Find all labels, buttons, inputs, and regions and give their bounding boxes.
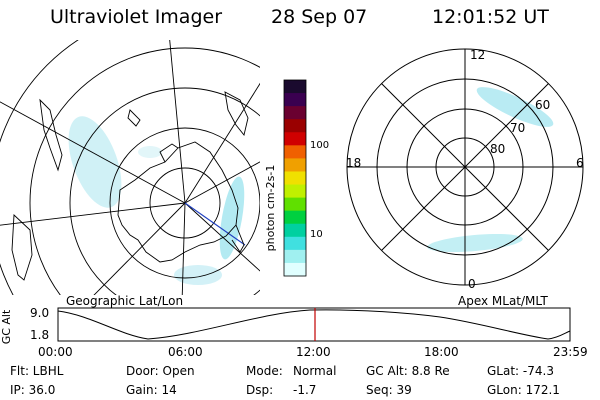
mlt-label-0: 0 xyxy=(468,277,476,291)
colorbar-band xyxy=(284,158,306,172)
colorbar: photon cm-2s-1 xyxy=(264,79,307,277)
colorbar-band xyxy=(284,145,306,159)
colorbar-tick-100: 100 xyxy=(310,140,330,151)
time-tick-0000: 00:00 xyxy=(38,345,73,359)
filter-value: Flt: LBHL xyxy=(10,364,64,378)
aurora-emission-polar xyxy=(427,87,554,253)
time-tick-0600: 06:00 xyxy=(168,345,203,359)
glon-value: GLon: 172.1 xyxy=(487,383,560,397)
ip-value: IP: 36.0 xyxy=(10,383,56,397)
colorbar-unit-label: photon cm-2s-1 xyxy=(264,165,277,252)
time-tick-2359: 23:59 xyxy=(553,345,588,359)
door-status: Door: Open xyxy=(126,364,195,378)
alt-tick-1-8: 1.8 xyxy=(30,328,50,342)
gain-value: Gain: 14 xyxy=(126,383,177,397)
gc-alt-value: GC Alt: 8.8 Re xyxy=(366,364,450,378)
time-tick-1800: 18:00 xyxy=(424,345,459,359)
observation-date: 28 Sep 07 xyxy=(271,6,368,28)
observation-time: 12:01:52 UT xyxy=(432,6,549,28)
alt-tick-9: 9.0 xyxy=(30,306,50,320)
colorbar-band xyxy=(284,210,306,225)
colorbar-band xyxy=(284,171,306,186)
mlat-label-70: 70 xyxy=(510,121,526,135)
colorbar-tick-10: 10 xyxy=(310,229,323,240)
mlat-label-60: 60 xyxy=(535,98,551,112)
mode-value: Normal xyxy=(293,364,337,378)
aurora-emission-geo xyxy=(68,116,245,285)
mlt-label-6: 6 xyxy=(576,156,584,170)
mode-label: Mode: xyxy=(246,364,283,378)
time-tick-1200: 12:00 xyxy=(296,345,331,359)
colorbar-band xyxy=(284,262,306,277)
geographic-map xyxy=(0,40,260,295)
mlat-label-80: 80 xyxy=(490,142,506,156)
colorbar-band xyxy=(284,93,306,107)
polar-mlt-plot xyxy=(346,48,584,286)
colorbar-band xyxy=(284,223,306,238)
colorbar-band xyxy=(284,236,306,251)
colorbar-band xyxy=(284,119,306,133)
altitude-ylabel: GC Alt xyxy=(0,309,13,344)
mlt-label-12: 12 xyxy=(470,48,486,62)
dsp-value: -1.7 xyxy=(293,383,317,397)
sequence-value: Seq: 39 xyxy=(366,383,412,397)
glat-value: GLat: -74.3 xyxy=(487,364,554,378)
instrument-title: Ultraviolet Imager xyxy=(50,6,223,28)
colorbar-band xyxy=(284,249,306,264)
colorbar-band xyxy=(284,184,306,199)
geo-caption: Geographic Lat/Lon xyxy=(66,294,184,308)
altitude-plot: GC Alt xyxy=(0,307,571,344)
mlt-label-18: 18 xyxy=(346,156,362,170)
colorbar-band xyxy=(284,197,306,212)
polar-caption: Apex MLat/MLT xyxy=(458,294,548,308)
dsp-label: Dsp: xyxy=(246,383,274,397)
colorbar-band xyxy=(284,132,306,146)
colorbar-band xyxy=(284,80,306,94)
colorbar-band xyxy=(284,106,306,120)
